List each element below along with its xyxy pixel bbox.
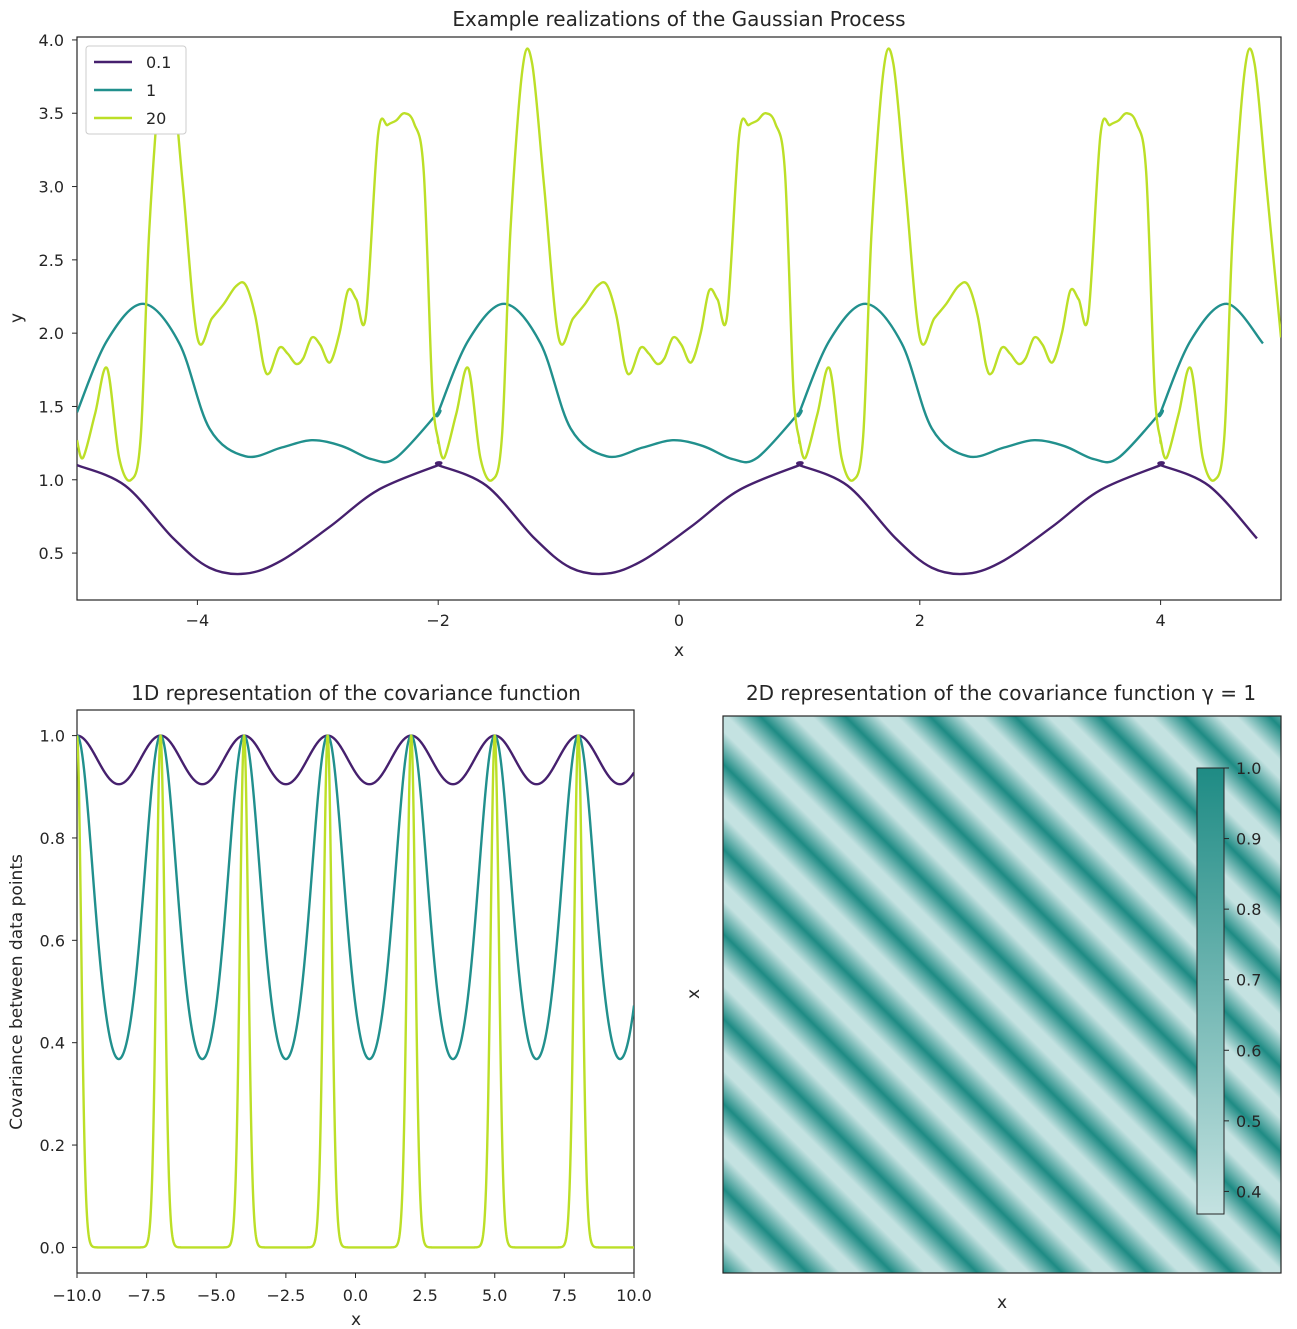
- x-tick-labels: −4 −2 0 2 4: [186, 600, 1166, 630]
- y-tick-label: 2.0: [39, 324, 64, 343]
- x-tick-label: 0: [674, 611, 684, 630]
- chart-title: 1D representation of the covariance func…: [131, 681, 581, 705]
- colorbar-tick-label: 0.9: [1236, 830, 1261, 849]
- y-axis-label: y: [7, 313, 27, 323]
- x-tick-labels: −10.0 −7.5 −5.0 −2.5 0.0 2.5 5.0 7.5 10.0: [52, 1273, 652, 1305]
- heatmap-frame: [722, 715, 1282, 1274]
- y-tick-label: 2.5: [39, 251, 64, 270]
- x-tick-label: −7.5: [127, 1286, 166, 1305]
- y-tick-label: 1.5: [39, 397, 64, 416]
- y-tick-label: 0.6: [40, 931, 65, 950]
- y-tick-label: 4.0: [39, 31, 64, 50]
- realizations-chart: Example realizations of the Gaussian Pro…: [7, 7, 1282, 661]
- plot-area: [76, 36, 1282, 601]
- y-tick-label: 1.0: [39, 471, 64, 490]
- y-tick-label: 0.5: [39, 544, 64, 563]
- x-tick-label: 0.0: [343, 1286, 368, 1305]
- series-line-1: [77, 734, 634, 1061]
- x-tick-label: −5.0: [197, 1286, 236, 1305]
- y-tick-label: 0.0: [40, 1238, 65, 1257]
- x-tick-label: 10.0: [616, 1286, 652, 1305]
- x-tick-label: 5.0: [482, 1286, 507, 1305]
- plot-area: [76, 709, 635, 1274]
- x-tick-label: −2: [426, 611, 450, 630]
- x-tick-label: −2.5: [266, 1286, 305, 1305]
- x-tick-label: −10.0: [52, 1286, 101, 1305]
- colorbar-tick-label: 0.5: [1236, 1112, 1261, 1131]
- covariance-2d-heatmap: 2D representation of the covariance func…: [684, 681, 1282, 1313]
- series-line-20: [77, 734, 634, 1249]
- legend-entry: 1: [146, 81, 156, 100]
- x-axis-label: x: [997, 1293, 1007, 1313]
- series-line-0.1: [77, 734, 634, 786]
- colorbar-tick-label: 0.6: [1236, 1041, 1261, 1060]
- x-tick-label: −4: [186, 611, 210, 630]
- legend-box: [85, 45, 187, 135]
- covariance-1d-chart: 1D representation of the covariance func…: [7, 681, 652, 1329]
- series-line-0.1: [77, 461, 1258, 576]
- colorbar-gradient: [1196, 767, 1225, 1215]
- series-lines: [77, 734, 634, 1249]
- x-tick-label: 2.5: [412, 1286, 437, 1305]
- y-tick-label: 0.2: [40, 1136, 65, 1155]
- series-line-1: [77, 302, 1264, 464]
- y-tick-label: 1.0: [40, 727, 65, 746]
- y-axis-label: Covariance between data points: [7, 854, 27, 1130]
- x-axis-label: x: [351, 1310, 361, 1329]
- chart-title: 2D representation of the covariance func…: [746, 681, 1256, 705]
- series-lines: [77, 47, 1281, 576]
- y-tick-labels: 0.0 0.2 0.4 0.6 0.8 1.0: [40, 727, 77, 1257]
- heatmap-image: [723, 716, 1281, 1273]
- x-axis-label: x: [674, 641, 684, 661]
- colorbar: 0.4 0.5 0.6 0.7 0.8 0.9 1.0: [1196, 759, 1261, 1215]
- y-axis-label: x: [684, 989, 704, 999]
- x-tick-label: 4: [1156, 611, 1166, 630]
- y-tick-label: 0.8: [40, 829, 65, 848]
- y-tick-label: 3.0: [39, 178, 64, 197]
- colorbar-tick-label: 0.4: [1236, 1182, 1261, 1201]
- x-tick-label: 7.5: [552, 1286, 577, 1305]
- colorbar-tick-label: 0.8: [1236, 900, 1261, 919]
- colorbar-ticks: 0.4 0.5 0.6 0.7 0.8 0.9 1.0: [1224, 759, 1261, 1201]
- y-tick-label: 0.4: [40, 1034, 65, 1053]
- colorbar-tick-label: 1.0: [1236, 759, 1261, 778]
- legend: 0.1 1 20: [85, 45, 187, 135]
- legend-entry: 0.1: [146, 53, 171, 72]
- y-tick-label: 3.5: [39, 104, 64, 123]
- y-tick-labels: 0.5 1.0 1.5 2.0 2.5 3.0 3.5 4.0: [39, 31, 77, 563]
- series-line-20: [77, 47, 1281, 482]
- colorbar-tick-label: 0.7: [1236, 971, 1261, 990]
- x-tick-label: 2: [915, 611, 925, 630]
- legend-entry: 20: [146, 109, 166, 128]
- chart-title: Example realizations of the Gaussian Pro…: [452, 7, 905, 31]
